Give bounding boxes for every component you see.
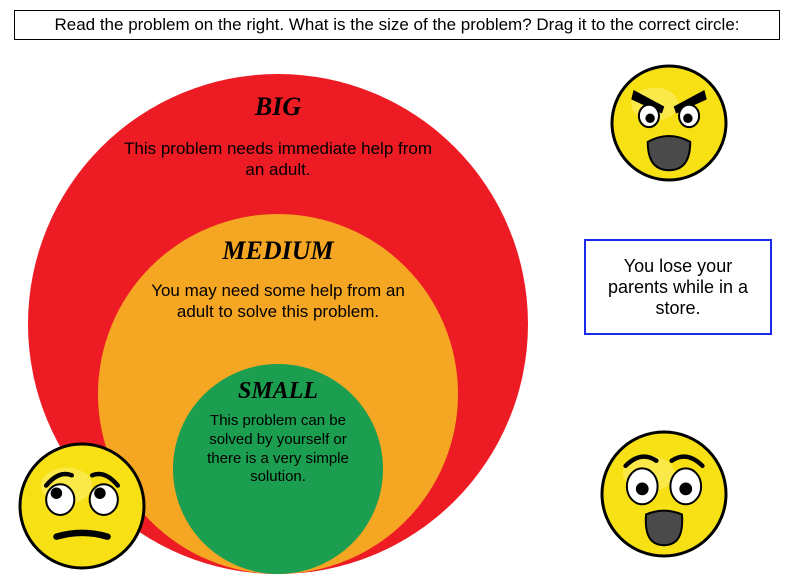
problem-card-text: You lose your parents while in a store. <box>598 256 758 319</box>
circle-small-title: SMALL <box>173 378 383 405</box>
angry-face-icon <box>610 64 728 182</box>
scared-face-icon <box>600 430 728 558</box>
circle-medium-description: You may need some help from an adult to … <box>138 280 418 323</box>
drop-circle-small[interactable]: SMALL This problem can be solved by your… <box>173 364 383 574</box>
circle-big-description: This problem needs immediate help from a… <box>118 138 438 181</box>
problem-card[interactable]: You lose your parents while in a store. <box>584 239 772 335</box>
instruction-text: Read the problem on the right. What is t… <box>54 15 739 34</box>
instruction-bar: Read the problem on the right. What is t… <box>14 10 780 40</box>
circle-medium-title: MEDIUM <box>98 236 458 266</box>
circle-big-title: BIG <box>28 92 528 122</box>
circle-small-description: This problem can be solved by yourself o… <box>191 412 365 487</box>
worried-face-icon <box>18 442 146 570</box>
